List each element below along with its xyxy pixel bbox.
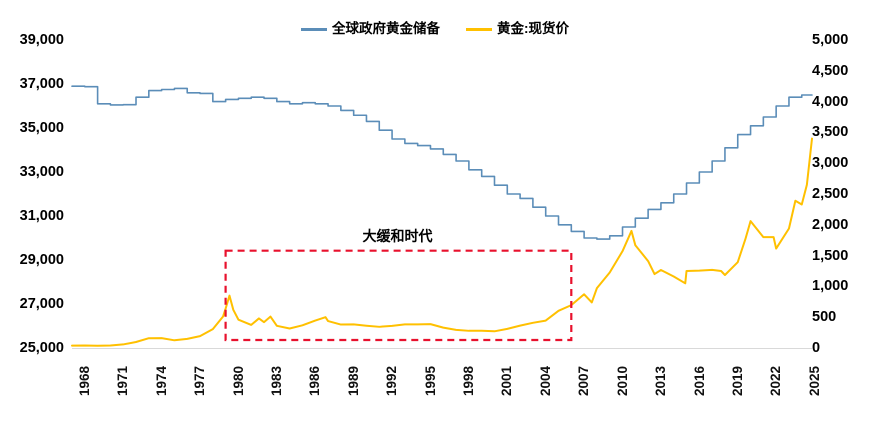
legend-label-gold-price: 黄金:现货价 bbox=[497, 21, 569, 37]
y-axis-left-tick: 27,000 bbox=[19, 296, 64, 312]
y-axis-right-tick: 0 bbox=[812, 340, 821, 356]
legend-label-reserves: 全球政府黄金储备 bbox=[332, 21, 440, 37]
legend-item-reserves[interactable]: 全球政府黄金储备 bbox=[301, 22, 440, 36]
y-axis-right-tick: 2,000 bbox=[812, 216, 849, 233]
y-axis-right-tick: 2,500 bbox=[812, 186, 849, 202]
y-axis-left-tick: 39,000 bbox=[19, 32, 64, 48]
series-line-reserves bbox=[71, 85, 813, 240]
annotation-box-great-moderation bbox=[224, 249, 573, 342]
y-axis-right-tick: 1,000 bbox=[812, 278, 849, 295]
y-axis-right-tick: 3,000 bbox=[812, 155, 849, 172]
y-axis-right-tick: 3,500 bbox=[812, 124, 849, 141]
y-axis-left-tick: 37,000 bbox=[19, 76, 64, 92]
y-axis-left-tick: 25,000 bbox=[19, 340, 64, 356]
y-axis-left-tick: 31,000 bbox=[19, 208, 64, 224]
y-axis-left-tick: 33,000 bbox=[19, 164, 64, 180]
annotation-great-moderation: 大缓和时代 bbox=[362, 227, 433, 244]
y-axis-right-tick: 4,500 bbox=[812, 62, 849, 79]
y-axis-right-tick: 500 bbox=[812, 309, 837, 326]
y-axis-right-tick: 1,500 bbox=[812, 247, 849, 264]
y-axis-right-tick: 5,000 bbox=[812, 32, 849, 48]
y-axis-left-tick: 29,000 bbox=[19, 252, 64, 268]
plot-baseline bbox=[72, 348, 812, 349]
legend-item-gold-price[interactable]: 黄金:现货价 bbox=[466, 22, 569, 36]
series-line-gold-price bbox=[71, 137, 813, 347]
y-axis-right-tick: 4,000 bbox=[812, 93, 849, 110]
legend-swatch-gold-price bbox=[466, 27, 492, 31]
y-axis-left-tick: 35,000 bbox=[19, 120, 64, 136]
legend-swatch-reserves bbox=[301, 27, 327, 31]
chart-legend: 全球政府黄金储备 黄金:现货价 bbox=[0, 18, 870, 40]
